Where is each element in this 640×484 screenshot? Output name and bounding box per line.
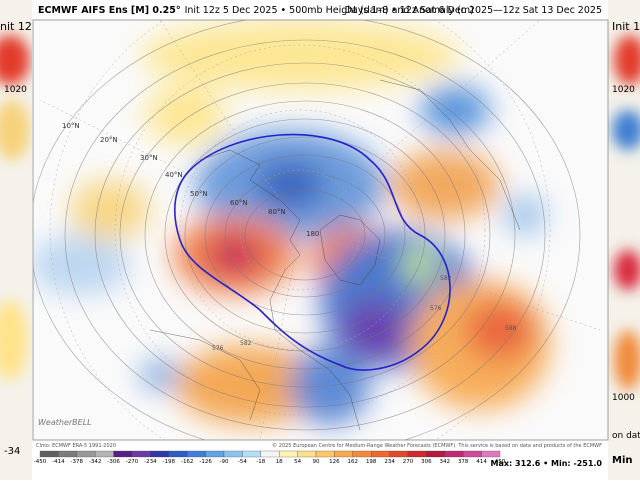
colorbar-swatch (76, 450, 96, 458)
colorbar-label: -342 (89, 459, 101, 465)
contour-label: 588 (505, 325, 517, 332)
lat-labels: 10°N 20°N 30°N 40°N 50°N 60°N 80°N 180 (62, 122, 319, 238)
colorbar-swatch (150, 450, 169, 458)
colorbar-swatch (168, 450, 188, 458)
colorbar-swatch (113, 450, 133, 458)
colorbar-label: 126 (329, 459, 340, 465)
stats: Max: 312.6 • Min: -251.0 (491, 459, 603, 468)
colorbar-swatch (242, 450, 261, 458)
lat-label: 50°N (190, 190, 208, 198)
colorbar-swatch (187, 450, 206, 458)
contour-labels: 576 582 588 576 582 (212, 275, 517, 352)
coastlines (149, 79, 521, 431)
colorbar-swatch (334, 450, 353, 458)
colorbar-swatch (389, 450, 409, 458)
lat-label: 10°N (62, 122, 80, 130)
lon-label: 180 (306, 230, 319, 238)
lat-label: 30°N (140, 154, 158, 162)
colorbar-swatch (131, 450, 151, 458)
colorbar-swatch (205, 450, 225, 458)
contour-5400 (174, 133, 451, 371)
colorbar: -450 -414 -378 -342 -306 -270 -234 -198 -162 -126… (34, 450, 506, 465)
colorbar-label: 162 (348, 459, 359, 465)
height-contours (33, 20, 581, 440)
colorbar-label: -54 (238, 459, 247, 465)
lat-label: 80°N (268, 208, 286, 216)
colorbar-label: 54 (294, 459, 301, 465)
left-title: nit 12 (0, 20, 32, 33)
colorbar-label: 90 (313, 459, 320, 465)
lat-label: 40°N (165, 171, 183, 179)
colorbar-swatch (58, 450, 77, 458)
map (33, 20, 608, 440)
colorbar-label: -306 (107, 459, 120, 465)
colorbar-label: -18 (256, 459, 265, 465)
colorbar-label: 342 (440, 459, 451, 465)
lat-label: 20°N (100, 136, 118, 144)
title: ECMWF AIFS Ens [M] 0.25° (38, 5, 181, 16)
colorbar-label: 414 (476, 459, 487, 465)
right-label: 1020 (612, 85, 635, 95)
colorbar-swatch (315, 450, 335, 458)
contour-label: 576 (212, 345, 224, 352)
colorbar-label: -234 (144, 459, 157, 465)
colorbar-swatch (426, 450, 445, 458)
colorbar-label: -162 (181, 459, 193, 465)
side-shading (0, 35, 640, 390)
colorbar-swatch (463, 450, 482, 458)
colorbar-swatch (481, 450, 501, 458)
colorbar-label: 18 (276, 459, 283, 465)
colorbar-swatch (260, 450, 280, 458)
right-label: on data an (612, 431, 640, 441)
contour-label: 582 (440, 275, 452, 282)
colorbar-swatch (279, 450, 298, 458)
contour-label: 576 (430, 305, 442, 312)
colorbar-label: -450 (34, 459, 47, 465)
colorbar-swatch (444, 450, 464, 458)
colorbar-label: 378 (458, 459, 469, 465)
colorbar-label: -378 (71, 459, 84, 465)
colorbar-label: 198 (366, 459, 377, 465)
colorbar-label: 450 (495, 459, 506, 465)
right-title: Init 12 (612, 20, 640, 33)
colorbar-swatch (371, 450, 390, 458)
colorbar-label: 234 (384, 459, 395, 465)
graticule (39, 20, 601, 440)
colorbar-swatch (352, 450, 372, 458)
colorbar-label: -270 (126, 459, 139, 465)
colorbar-swatch (95, 450, 114, 458)
contour-label: 582 (240, 340, 252, 347)
colorbar-label: -90 (220, 459, 229, 465)
right-label: Min (612, 455, 633, 466)
period: Days 1–8 • 12z Sat 6 Dec 2025—12z Sat 13… (345, 5, 602, 16)
left-label: -34 (4, 446, 20, 457)
right-label: 1000 (612, 393, 635, 403)
lat-label: 60°N (230, 199, 248, 207)
colorbar-label: 270 (403, 459, 414, 465)
copyright: © 2025 European Centre for Medium-Range … (272, 442, 602, 449)
header: ECMWF AIFS Ens [M] 0.25° Init 12z 5 Dec 2… (38, 5, 474, 16)
init: Init 12z 5 Dec 2025 • 500mb Height (dam)… (185, 5, 474, 16)
colorbar-swatch (407, 450, 427, 458)
left-label: 1020 (4, 85, 27, 95)
colorbar-label: -126 (199, 459, 212, 465)
climo: Clmo: ECMWF ERA-5 1991-2020 (36, 443, 116, 449)
colorbar-swatch (297, 450, 317, 458)
colorbar-label: 306 (421, 459, 432, 465)
colorbar-label: -414 (52, 459, 65, 465)
colorbar-label: -198 (163, 459, 176, 465)
logo: WeatherBELL (38, 418, 92, 427)
colorbar-swatch (39, 450, 59, 458)
colorbar-swatch (223, 450, 243, 458)
